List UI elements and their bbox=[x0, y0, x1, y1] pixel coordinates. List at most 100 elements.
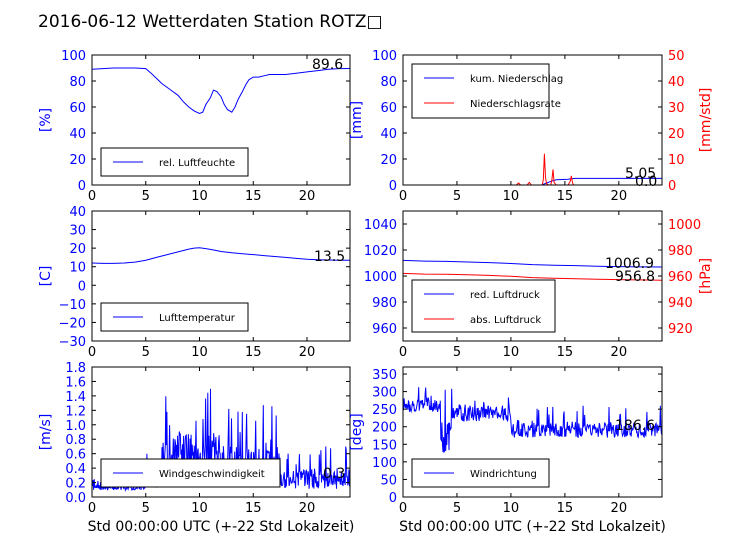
plot-frame bbox=[91, 366, 351, 498]
plot-frame bbox=[402, 366, 663, 498]
x-tick-label: 20 bbox=[299, 501, 316, 516]
x-tick-label: 0 bbox=[88, 501, 96, 516]
y-axis-label: [C] bbox=[38, 266, 54, 287]
y-tick-label: 1.0 bbox=[65, 419, 86, 434]
y-right-tick-label: 960 bbox=[668, 270, 693, 285]
y-tick-label: 60 bbox=[380, 101, 397, 116]
y-tick-label: 0 bbox=[78, 179, 86, 194]
y-tick-label: 20 bbox=[380, 153, 397, 168]
x-tick-label: 10 bbox=[191, 345, 208, 360]
x-tick-label: 0 bbox=[399, 345, 407, 360]
y-tick-label: 100 bbox=[372, 456, 397, 471]
legend-label: kum. Niederschlag bbox=[470, 74, 563, 85]
y-tick-label: 1.2 bbox=[65, 404, 86, 419]
last-value-right-label: 0.0 bbox=[635, 174, 657, 190]
legend-label: Niederschlagsrate bbox=[470, 99, 561, 110]
chart-panel-3: 0 5 10 15 20 −30 −20 −10 0 10 20 30 40 [C] 13.5 Lufttem… bbox=[38, 205, 351, 360]
last-value-label: 1006.9 bbox=[605, 256, 654, 272]
y-right-tick-label: 0 bbox=[668, 179, 676, 194]
x-tick-label: 20 bbox=[299, 345, 316, 360]
y-tick-label: 0.8 bbox=[65, 433, 86, 448]
x-tick-label: 0 bbox=[88, 345, 96, 360]
x-tick-label: 5 bbox=[453, 501, 461, 516]
y-tick-label: 40 bbox=[69, 205, 86, 220]
y-axis-label: [deg] bbox=[349, 413, 365, 450]
y-axis-label: [%] bbox=[38, 108, 54, 132]
x-tick-label: 5 bbox=[453, 345, 461, 360]
x-tick-label: 5 bbox=[453, 189, 461, 204]
legend-label: rel. Luftfeuchte bbox=[159, 158, 235, 169]
x-tick-label: 15 bbox=[557, 501, 574, 516]
y-right-tick-label: 10 bbox=[668, 153, 685, 168]
y-tick-label: 40 bbox=[380, 127, 397, 142]
y-tick-label: 350 bbox=[372, 368, 397, 383]
last-value-label: 0.3 bbox=[323, 466, 345, 482]
x-tick-label: 0 bbox=[399, 189, 407, 204]
last-value-label: 5.05 bbox=[625, 166, 656, 182]
x-tick-label: 10 bbox=[503, 345, 520, 360]
x-tick-label: 10 bbox=[191, 501, 208, 516]
legend: red. Luftdruck abs. Luftdruck bbox=[411, 279, 556, 333]
series-line-1 bbox=[92, 247, 350, 264]
series-line-2 bbox=[403, 272, 662, 281]
x-tick-label: 20 bbox=[611, 345, 628, 360]
y-right-tick-label: 1000 bbox=[668, 218, 701, 233]
chart-panel-2: 0 5 10 15 20 0 20 40 60 80 100 0 10 20 30 40 50 [mm] [mm/s… bbox=[349, 49, 714, 204]
legend: rel. Luftfeuchte bbox=[100, 147, 249, 177]
plot-frame bbox=[91, 54, 351, 186]
y-tick-label: 0.6 bbox=[65, 448, 86, 463]
y-tick-label: −20 bbox=[59, 316, 86, 331]
y-tick-label: 980 bbox=[372, 296, 397, 311]
series-line-1 bbox=[403, 387, 662, 454]
y-tick-label: 1.6 bbox=[65, 375, 86, 390]
x-tick-label: 15 bbox=[245, 501, 262, 516]
y-tick-label: 80 bbox=[380, 75, 397, 90]
y-right-tick-label: 40 bbox=[668, 75, 685, 90]
x-axis-label: Std 00:00:00 UTC (+-22 Std Lokalzeit) bbox=[88, 519, 355, 535]
y-right-tick-label: 50 bbox=[668, 49, 685, 64]
last-value-label: 89.6 bbox=[312, 57, 343, 73]
x-tick-label: 15 bbox=[557, 345, 574, 360]
y-tick-label: 100 bbox=[61, 49, 86, 64]
y-tick-label: 40 bbox=[69, 127, 86, 142]
y-tick-label: 60 bbox=[69, 101, 86, 116]
x-tick-label: 10 bbox=[503, 501, 520, 516]
legend-label: Windgeschwindigkeit bbox=[159, 469, 265, 480]
y-tick-label: 80 bbox=[69, 75, 86, 90]
y-tick-label: 1000 bbox=[364, 270, 397, 285]
x-tick-label: 15 bbox=[557, 189, 574, 204]
x-tick-label: 15 bbox=[245, 345, 262, 360]
y-tick-label: 50 bbox=[380, 473, 397, 488]
series-line-1 bbox=[403, 259, 662, 268]
y-tick-label: 960 bbox=[372, 322, 397, 337]
y-tick-label: 10 bbox=[69, 261, 86, 276]
y-tick-label: 100 bbox=[372, 49, 397, 64]
y-tick-label: 150 bbox=[372, 438, 397, 453]
last-value-label: 186.6 bbox=[615, 418, 655, 434]
x-tick-label: 0 bbox=[88, 189, 96, 204]
x-tick-label: 20 bbox=[611, 501, 628, 516]
plot-frame bbox=[91, 210, 351, 342]
y-tick-label: −30 bbox=[59, 335, 86, 350]
y-tick-label: 1020 bbox=[364, 244, 397, 259]
x-tick-label: 15 bbox=[245, 189, 262, 204]
y-tick-label: 250 bbox=[372, 403, 397, 418]
chart-panel-4: 0 5 10 15 20 960 980 1000 1020 1040 920 940 960 980 10… bbox=[364, 210, 714, 360]
x-tick-label: 5 bbox=[142, 501, 150, 516]
plot-frame bbox=[402, 54, 663, 186]
y-tick-label: 20 bbox=[69, 153, 86, 168]
y-right-tick-label: 920 bbox=[668, 322, 693, 337]
y-tick-label: 0.2 bbox=[65, 477, 86, 492]
y-right-tick-label: 20 bbox=[668, 127, 685, 142]
y-axis-label: [m/s] bbox=[38, 414, 54, 451]
legend-label: Windrichtung bbox=[470, 469, 537, 480]
y-tick-label: 1.4 bbox=[65, 390, 86, 405]
y-tick-label: 1.8 bbox=[65, 361, 86, 376]
y-tick-label: 20 bbox=[69, 242, 86, 257]
legend: Lufttemperatur bbox=[100, 302, 249, 332]
legend-box bbox=[411, 63, 550, 119]
x-tick-label: 10 bbox=[503, 189, 520, 204]
legend-label: Lufttemperatur bbox=[159, 313, 236, 324]
